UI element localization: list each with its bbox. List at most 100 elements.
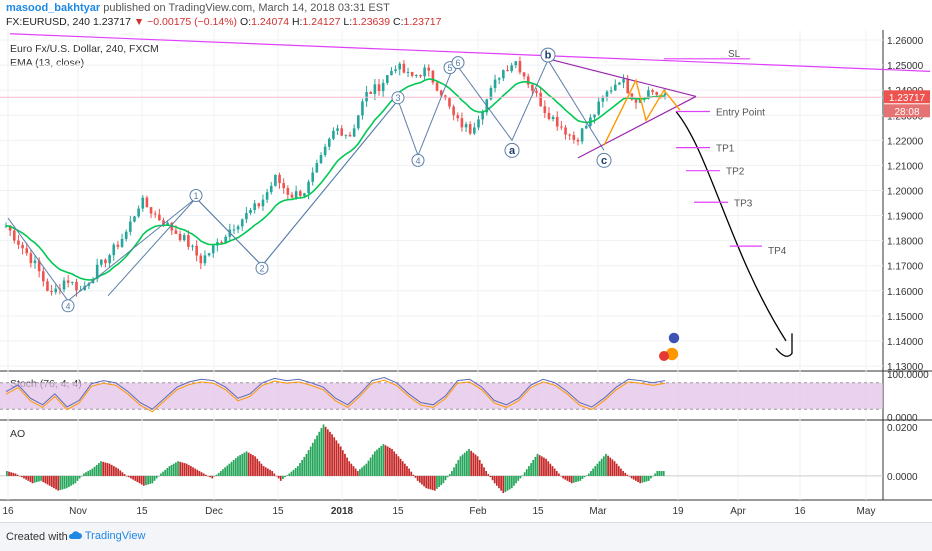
- ao-bar: [453, 467, 455, 476]
- ao-bar: [403, 463, 406, 476]
- price-axis[interactable]: 1.260001.250001.240001.230001.220001.210…: [887, 36, 924, 373]
- ao-bar: [260, 463, 263, 476]
- ao-bar: [444, 475, 447, 481]
- ao-bar: [442, 475, 445, 484]
- ao-bar: [91, 468, 94, 476]
- ao-bar: [418, 475, 421, 483]
- candle-body: [50, 290, 53, 293]
- candle-body: [555, 116, 559, 127]
- ao-bar: [480, 463, 483, 476]
- ao-bar: [384, 445, 387, 476]
- ao-bar: [247, 452, 250, 476]
- candle-body: [211, 245, 215, 254]
- ao-bar: [245, 451, 248, 476]
- high-label: H:: [291, 16, 303, 28]
- ao-bar: [628, 475, 631, 477]
- resistance-trendline: [9, 33, 931, 72]
- ao-bar: [326, 429, 329, 476]
- ao-bar: [194, 468, 197, 476]
- ao-bar: [286, 475, 289, 476]
- ao-bar: [175, 462, 177, 476]
- ao-bar: [466, 450, 468, 476]
- ao-bar: [457, 460, 460, 476]
- ao-bar: [279, 475, 282, 481]
- ao-bar: [386, 446, 389, 476]
- ao-bar: [590, 471, 592, 476]
- ao-bar: [102, 461, 105, 476]
- wave-channel: [107, 99, 399, 297]
- ao-bar: [491, 475, 494, 481]
- ao-bar: [130, 475, 132, 479]
- y-tick-label: 1.15000: [887, 312, 924, 323]
- y-tick-label: 1.14000: [887, 337, 924, 348]
- ao-bar: [374, 451, 376, 476]
- ao-bar: [354, 468, 357, 476]
- ao-bar: [433, 475, 436, 491]
- ao-bar: [239, 455, 241, 476]
- time-axis[interactable]: 16 Nov 15 Dec 15 2018 15 Feb 15 Mar 19 Apr 16 May: [2, 506, 875, 517]
- wave-label: b: [545, 50, 552, 62]
- ao-bar: [74, 475, 77, 484]
- ao-bar: [254, 456, 256, 476]
- candle-body: [133, 216, 136, 222]
- candle-body: [141, 197, 145, 209]
- ao-bar: [301, 460, 304, 476]
- ao-bar: [639, 475, 642, 484]
- ema-legend[interactable]: EMA (13, close): [10, 57, 85, 69]
- y-tick-label: 1.13000: [887, 362, 924, 373]
- ao-bar: [361, 467, 363, 476]
- ao-bar: [352, 466, 355, 476]
- wave-label-circle: [391, 91, 405, 105]
- ao-bar: [322, 424, 325, 476]
- candle-body: [402, 63, 406, 73]
- event-icon[interactable]: [667, 331, 681, 345]
- ao-bar: [506, 475, 509, 491]
- candle-body: [618, 82, 621, 85]
- ao-bar: [117, 468, 119, 476]
- ao-bar: [87, 471, 90, 476]
- wave-label-circle: [540, 47, 556, 63]
- candle-body: [415, 74, 418, 76]
- ao-bar: [650, 475, 652, 479]
- x-tick-label: Mar: [589, 506, 607, 517]
- ao-bar: [495, 475, 498, 486]
- chart-header: masood_bakhtyar published on TradingView…: [0, 0, 932, 30]
- x-tick-label: Feb: [469, 506, 487, 517]
- candle-body: [332, 130, 335, 139]
- ao-bar: [27, 475, 30, 481]
- ao-bar: [339, 446, 342, 476]
- candle-body: [361, 101, 364, 116]
- flag-icon-2[interactable]: [659, 351, 669, 361]
- ao-bar: [459, 456, 462, 476]
- ao-bar: [61, 475, 64, 490]
- ao-bar: [660, 471, 663, 476]
- ao-bar: [337, 443, 340, 476]
- candle-body: [17, 240, 20, 245]
- author-link[interactable]: masood_bakhtyar: [6, 2, 101, 14]
- tradingview-logo[interactable]: TradingView: [68, 530, 145, 542]
- x-tick-label: 16: [794, 506, 806, 517]
- ao-bar: [59, 475, 62, 491]
- candle-body: [514, 61, 518, 66]
- candle-body: [203, 255, 207, 264]
- y-tick-label: 1.20000: [887, 186, 924, 197]
- ao-legend[interactable]: AO: [10, 428, 26, 440]
- ao-bar: [57, 475, 60, 491]
- ao-bar: [382, 444, 385, 476]
- target-label: SL: [728, 49, 741, 60]
- candle-body: [108, 255, 111, 264]
- ao-bar: [136, 475, 139, 483]
- ao-bar: [500, 475, 502, 491]
- ao-bar: [164, 469, 167, 476]
- main-legend-title[interactable]: Euro Fx/U.S. Dollar, 240, FXCM: [10, 43, 159, 55]
- candle-body: [195, 245, 198, 256]
- event-icons[interactable]: [659, 331, 681, 362]
- ao-bar: [513, 475, 515, 486]
- ao-bar: [483, 467, 485, 476]
- candle-body: [580, 128, 584, 142]
- wave-label-circle: [451, 56, 465, 70]
- target-label: TP3: [734, 198, 753, 209]
- candle-body: [535, 90, 538, 93]
- ao-bar: [209, 475, 212, 478]
